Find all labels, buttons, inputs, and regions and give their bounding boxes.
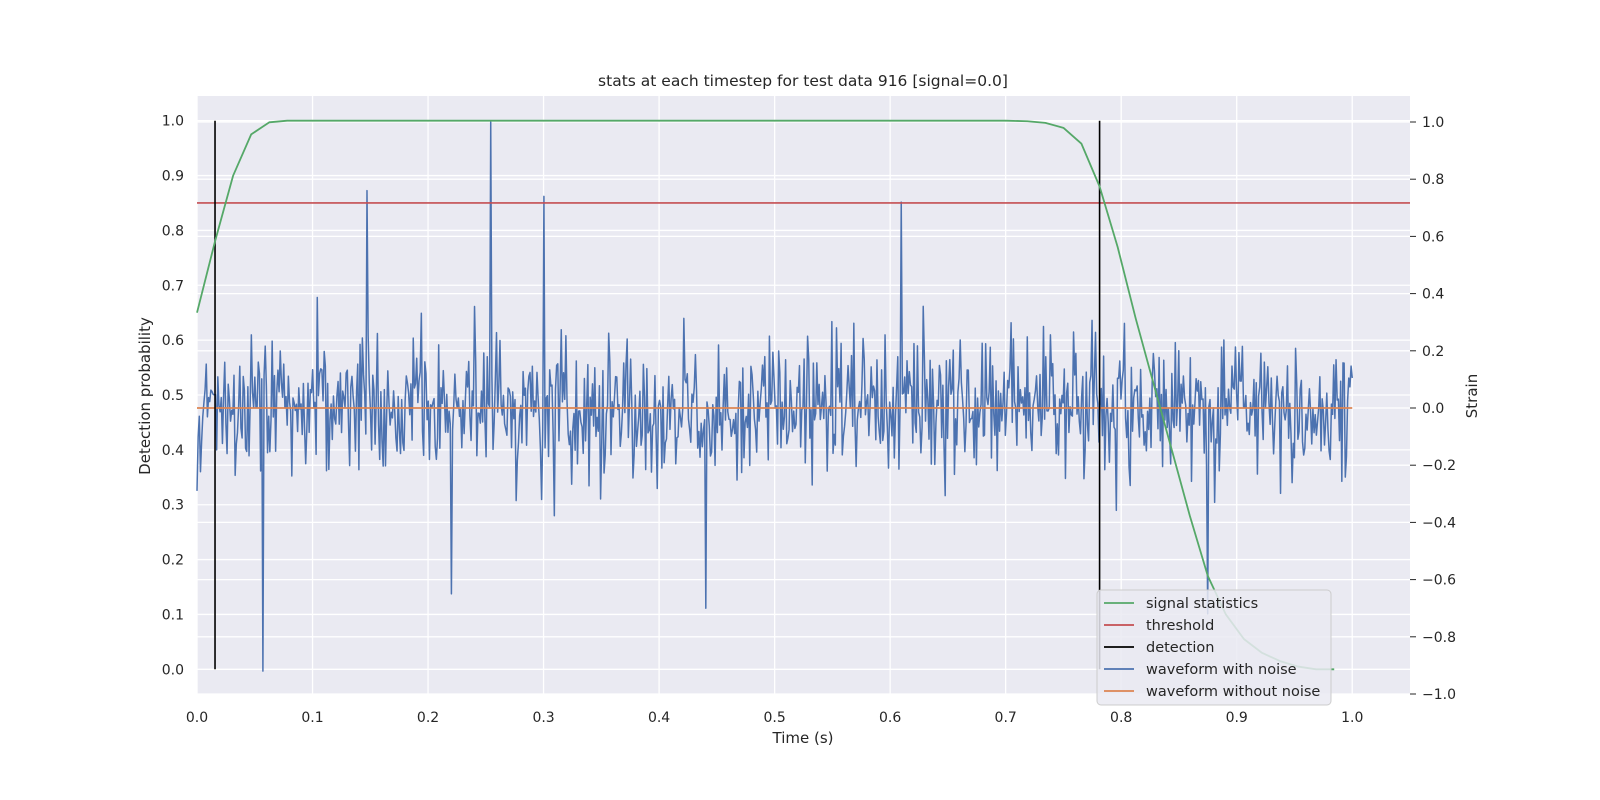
x-tick-label: 1.0 [1341, 710, 1363, 726]
tick-labels: 0.0 0.1 0.2 0.3 0.4 0.5 0.6 0.7 0.8 0.9 1.0 0.0 0.1 0… [162, 114, 1456, 726]
x-tick-label: 0.6 [879, 710, 901, 726]
y-axis-right-label: Strain [1463, 374, 1481, 418]
y-right-tick-label: 0.2 [1422, 344, 1444, 360]
y-right-tick-label: −0.2 [1422, 458, 1456, 474]
x-tick-label: 0.4 [648, 710, 670, 726]
legend-label: waveform with noise [1146, 662, 1297, 678]
y-right-tick-label: −0.4 [1422, 515, 1456, 531]
x-tick-label: 0.2 [417, 710, 439, 726]
x-tick-label: 0.9 [1226, 710, 1248, 726]
x-tick-label: 0.1 [301, 710, 323, 726]
y-left-tick-label: 0.7 [162, 278, 184, 294]
y-left-tick-label: 0.1 [162, 607, 184, 623]
x-tick-label: 0.3 [532, 710, 554, 726]
y-left-tick-label: 0.4 [162, 443, 184, 459]
y-left-tick-label: 0.3 [162, 498, 184, 514]
legend-label: waveform without noise [1146, 684, 1320, 700]
legend-label: threshold [1146, 618, 1214, 634]
x-tick-label: 0.8 [1110, 710, 1132, 726]
y-left-tick-label: 1.0 [162, 114, 184, 130]
x-tick-label: 0.7 [995, 710, 1017, 726]
y-left-tick-label: 0.0 [162, 662, 184, 678]
chart-marks [196, 119, 1410, 672]
y-right-tick-label: −0.6 [1422, 573, 1456, 589]
y-axis-left-label: Detection probability [136, 317, 154, 475]
y-right-tick-label: −0.8 [1422, 630, 1456, 646]
y-left-tick-label: 0.2 [162, 553, 184, 569]
legend-box [1096, 589, 1332, 706]
x-axis-label: Time (s) [772, 729, 834, 747]
y-right-tick-label: 0.4 [1422, 287, 1444, 303]
chart-title: stats at each timestep for test data 916… [598, 72, 1008, 90]
x-tick-label: 0.0 [186, 710, 208, 726]
y-left-tick-label: 0.6 [162, 333, 184, 349]
y-right-tick-label: 1.0 [1422, 115, 1444, 131]
y-right-tick-label: 0.0 [1422, 401, 1444, 417]
y-right-tick-label: −1.0 [1422, 687, 1456, 703]
legend-label: signal statistics [1146, 596, 1258, 612]
y-left-tick-label: 0.9 [162, 169, 184, 185]
y-left-tick-label: 0.8 [162, 223, 184, 239]
y-left-tick-label: 0.5 [162, 388, 184, 404]
series-waveform-with-noise [196, 121, 1353, 672]
x-tick-label: 0.5 [763, 710, 785, 726]
legend: signal statistics threshold detection wavef… [1096, 589, 1332, 706]
y-right-tick-label: 0.8 [1422, 172, 1444, 188]
legend-label: detection [1146, 640, 1214, 656]
y-right-tick-label: 0.6 [1422, 229, 1444, 245]
